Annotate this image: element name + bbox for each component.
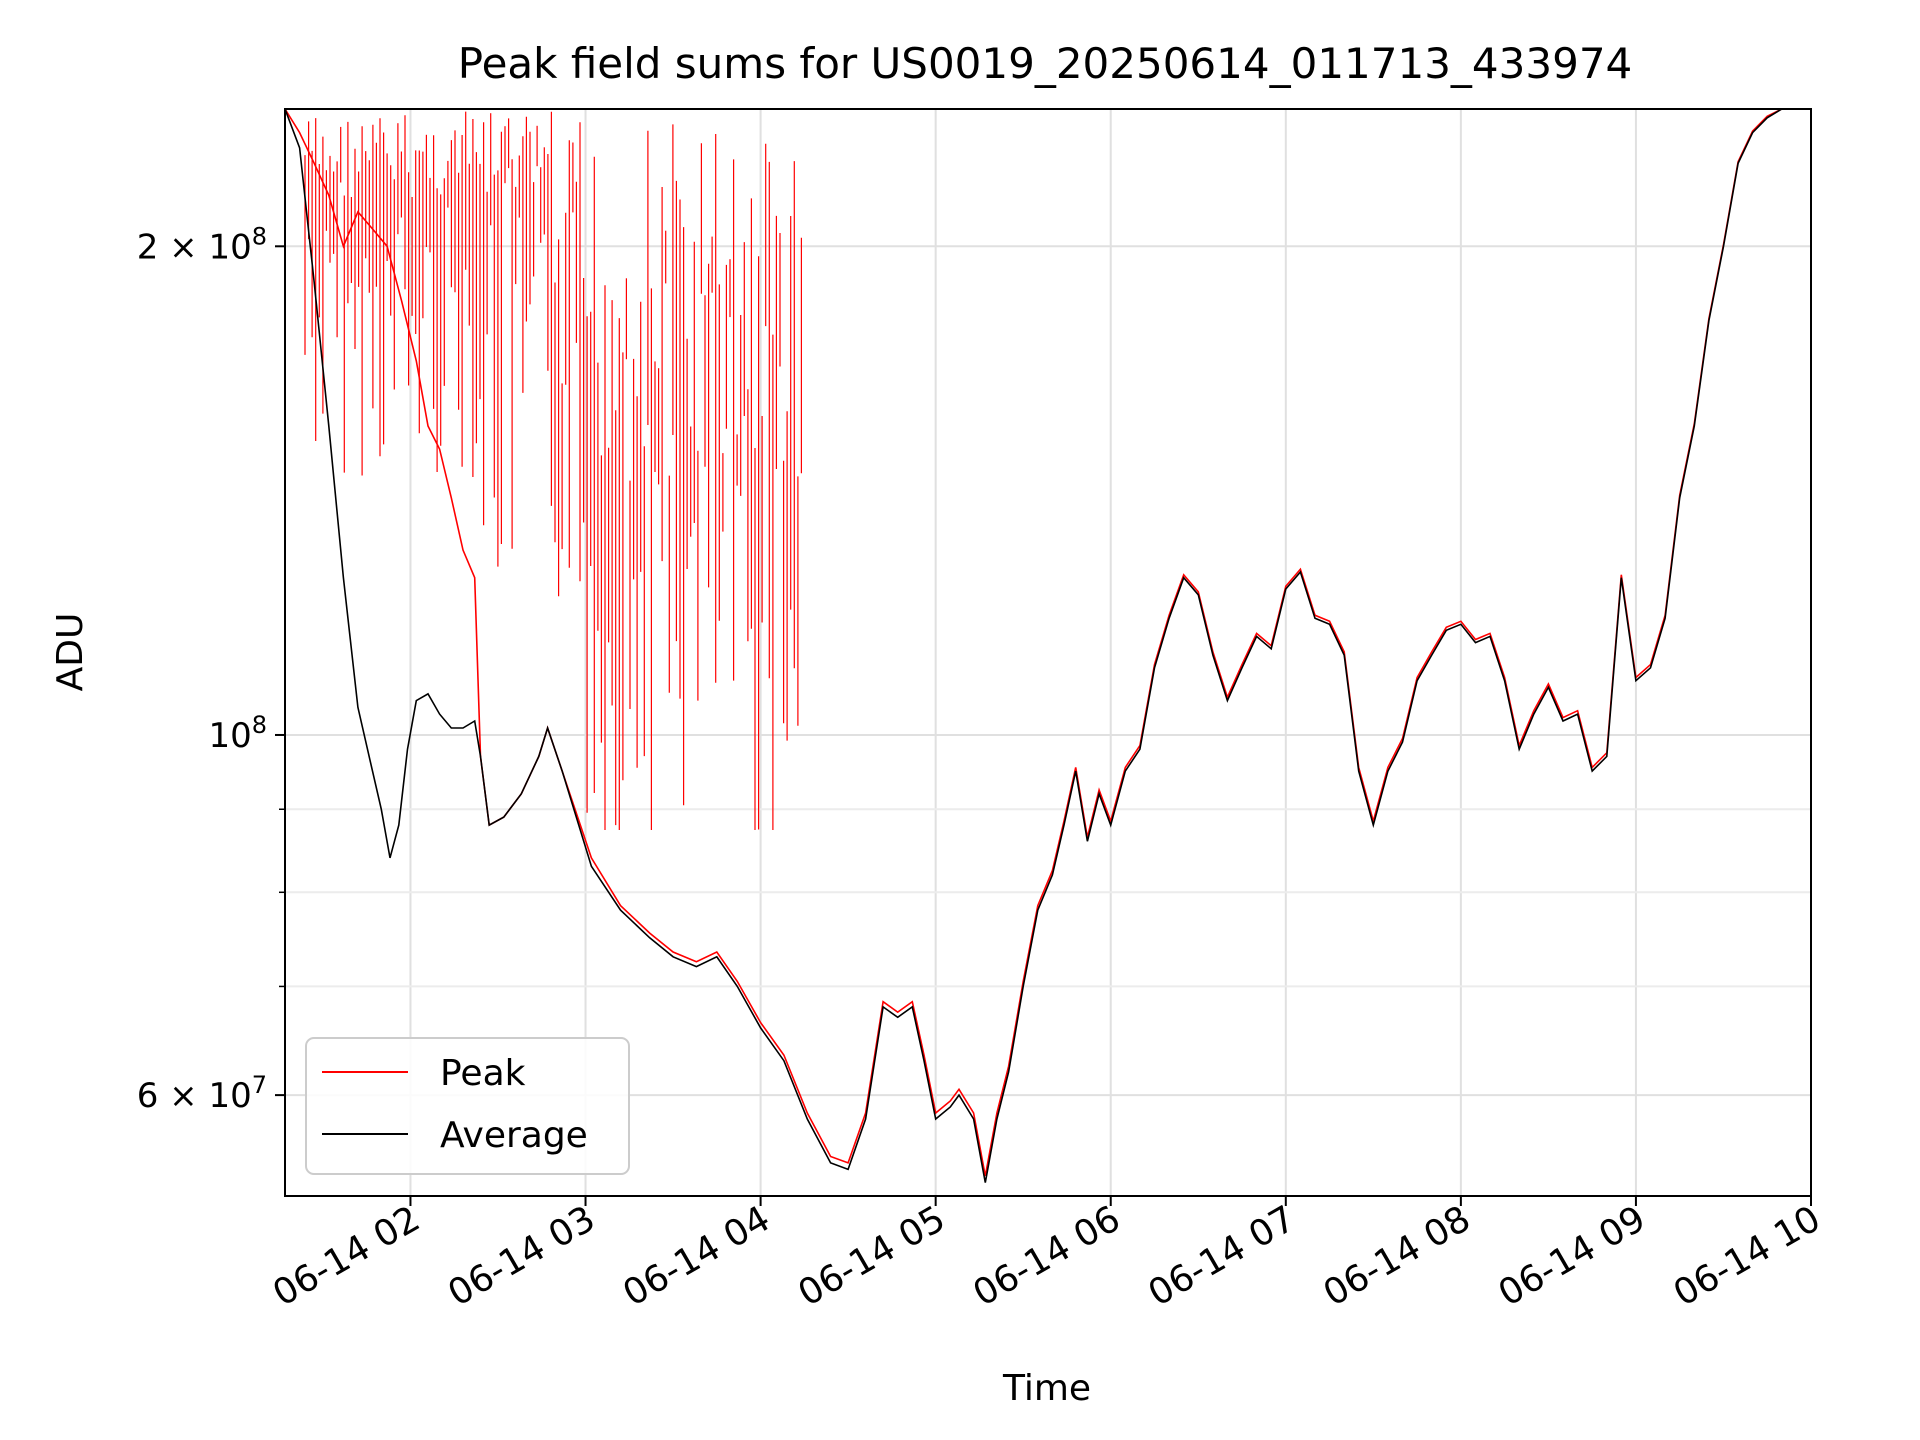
- chart-title: Peak field sums for US0019_20250614_0117…: [458, 39, 1633, 88]
- average-series-line: [285, 109, 1811, 1183]
- plot-frame: [284, 108, 1812, 1197]
- y-axis: 108 2 × 108 6 × 107: [137, 222, 285, 1116]
- peak-spikes: [304, 111, 803, 830]
- y-tick-label: 2 × 108: [137, 222, 267, 267]
- y-tick-label: 108: [208, 711, 267, 756]
- x-axis-label: Time: [1002, 1368, 1091, 1409]
- legend-peak-label: Peak: [440, 1053, 526, 1094]
- legend: Peak Average: [305, 1037, 630, 1175]
- y-axis-label: ADU: [50, 613, 91, 692]
- legend-average-label: Average: [440, 1115, 588, 1156]
- y-tick-label: 6 × 107: [137, 1071, 267, 1116]
